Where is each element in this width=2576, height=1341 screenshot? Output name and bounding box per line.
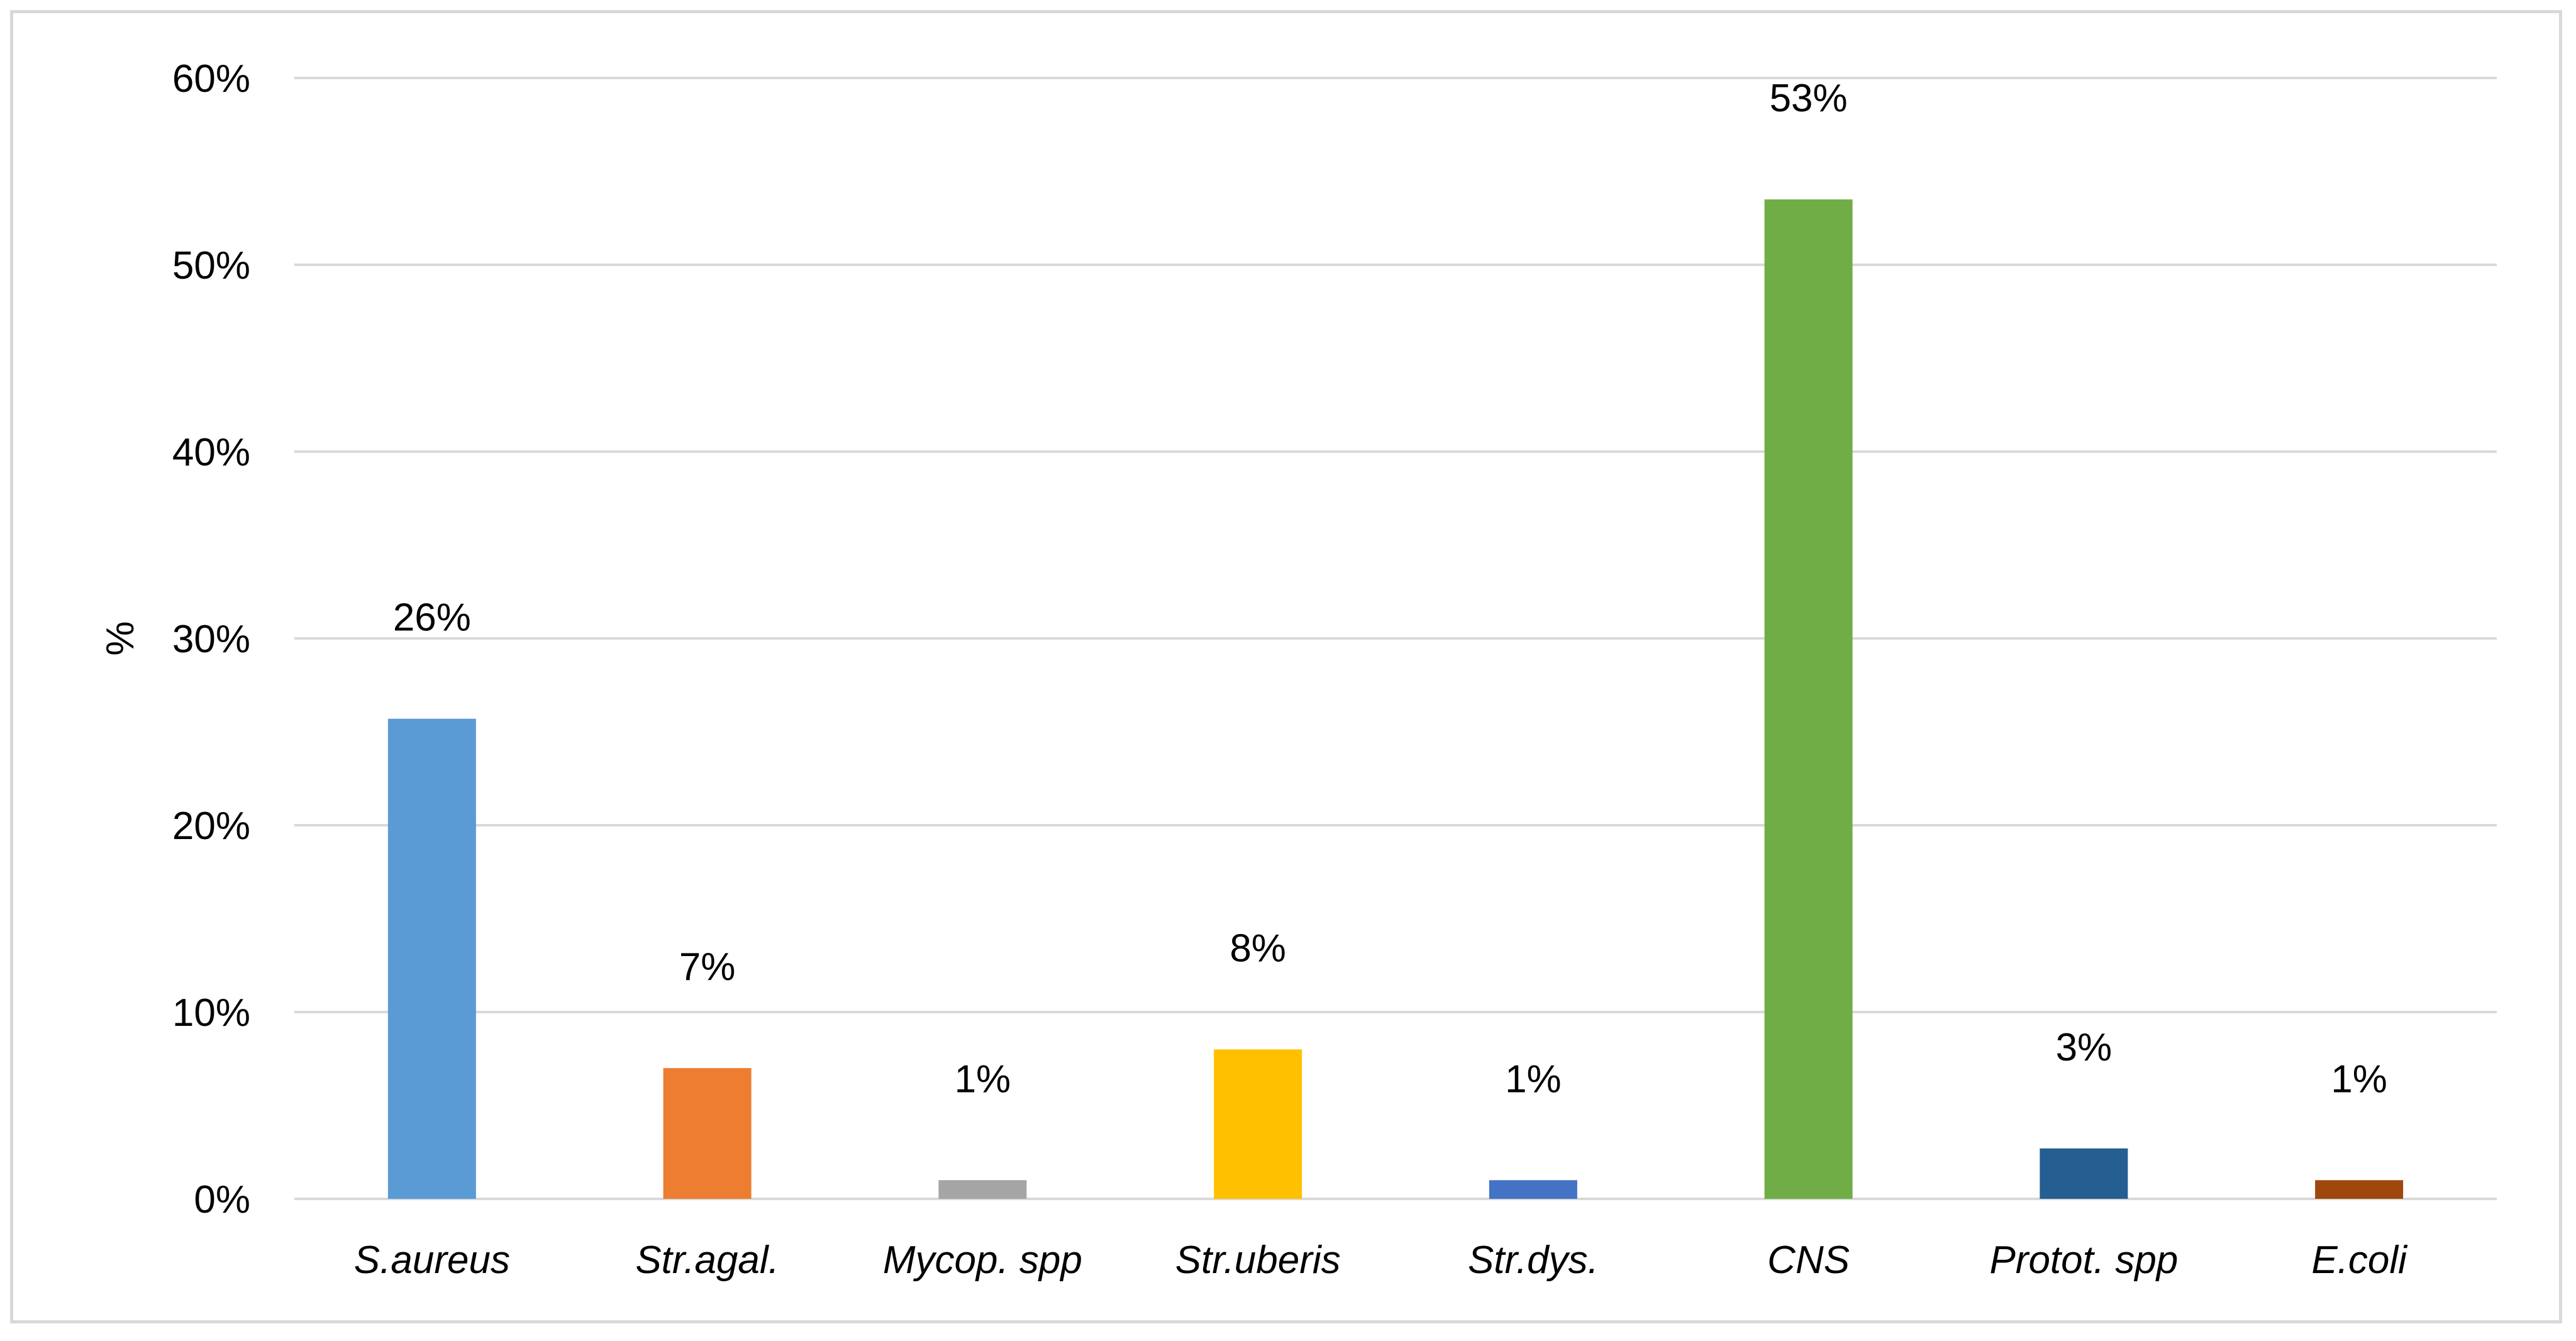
- bar: [1764, 199, 1853, 1199]
- bar: [938, 1180, 1027, 1199]
- category-label: Str.agal.: [635, 1238, 779, 1282]
- y-tick-label: 30%: [172, 618, 250, 661]
- bar: [1489, 1180, 1577, 1199]
- bar: [663, 1068, 752, 1199]
- bars: [387, 199, 2404, 1199]
- y-axis-title: %: [99, 621, 142, 655]
- data-label: 1%: [2331, 1057, 2387, 1101]
- category-label: CNS: [1767, 1238, 1850, 1282]
- bar: [387, 718, 476, 1199]
- y-tick-label: 40%: [172, 431, 250, 474]
- data-label: 53%: [1770, 77, 1848, 120]
- data-label: 1%: [955, 1057, 1011, 1101]
- y-tick-label: 10%: [172, 991, 250, 1035]
- bar: [1214, 1049, 1302, 1199]
- category-label: S.aureus: [354, 1238, 510, 1282]
- data-label: 26%: [393, 596, 471, 640]
- y-tick-label: 0%: [194, 1178, 250, 1221]
- y-tick-label: 50%: [172, 244, 250, 287]
- labels: 0% 10% 20% 30% 40% 50% 60% 26% S.aureus 7% Str.aga…: [172, 57, 2408, 1282]
- data-label: 3%: [2056, 1026, 2112, 1069]
- data-label: 1%: [1505, 1057, 1562, 1101]
- bar: [2315, 1180, 2404, 1199]
- category-label: Str.uberis: [1175, 1238, 1341, 1282]
- gridlines: [294, 77, 2497, 1200]
- category-label: Str.dys.: [1468, 1238, 1599, 1282]
- bar: [2040, 1148, 2128, 1199]
- category-label: Mycop. spp: [883, 1238, 1082, 1282]
- data-label: 7%: [679, 945, 736, 989]
- data-label: 8%: [1230, 926, 1286, 970]
- category-label: Protot. spp: [1989, 1238, 2178, 1282]
- category-label: E.coli: [2311, 1238, 2408, 1282]
- y-tick-label: 60%: [172, 57, 250, 101]
- y-tick-label: 20%: [172, 804, 250, 848]
